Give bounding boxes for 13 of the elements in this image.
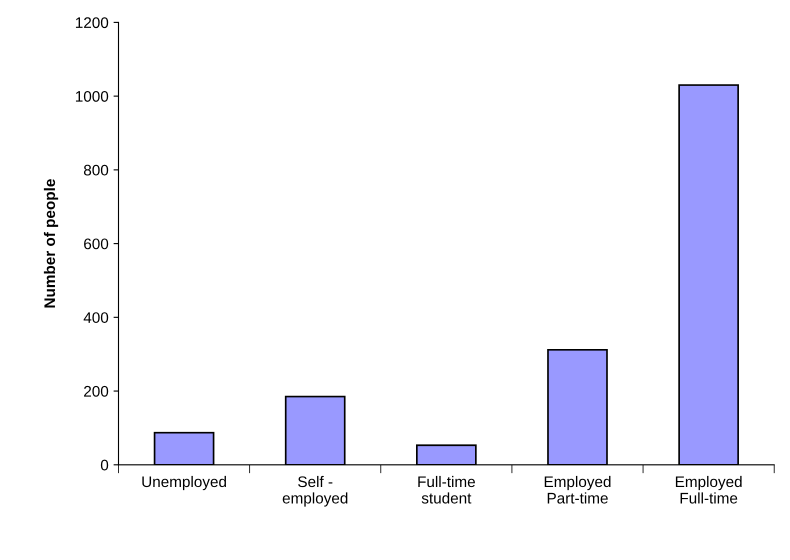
y-tick-label: 400 [84,312,108,324]
y-tick-label: 1000 [76,91,108,102]
x-tick-label: Employed Part-time [544,476,610,504]
y-tick-label: 800 [84,164,108,176]
x-tick-label: Employed Full-time [676,476,742,504]
y-axis-title: Number of people [44,179,58,308]
y-tick-label: 0 [100,460,108,470]
y-tick-label: 1200 [76,17,108,28]
y-tick-label: 200 [84,386,108,397]
y-tick-label: 600 [84,238,108,250]
x-tick-label: Full-time student [418,476,475,504]
x-tick-label: Self - employed [282,476,348,507]
x-tick-label: Unemployed [142,476,226,490]
